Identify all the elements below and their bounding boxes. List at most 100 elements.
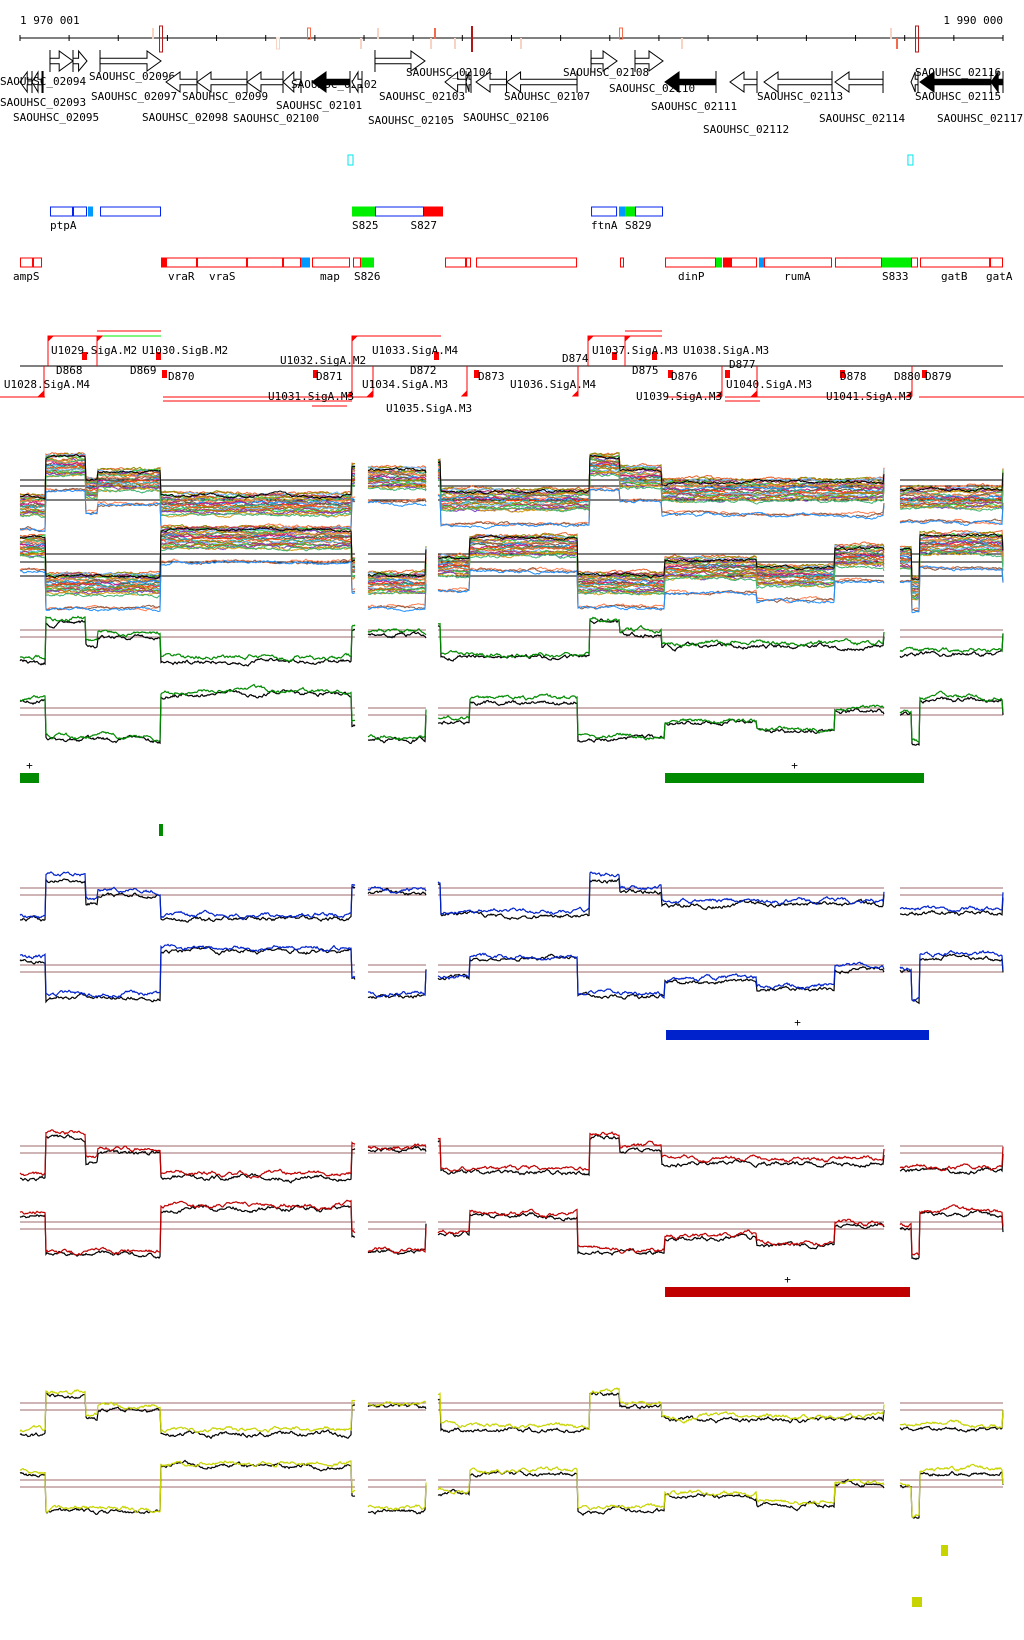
expression-profile-line	[367, 479, 427, 487]
expression-profile-line	[367, 546, 427, 576]
expression-trace-reference	[19, 1459, 356, 1516]
transcript-segment	[722, 257, 731, 268]
gene-arrow	[99, 50, 162, 72]
segment-bar	[20, 773, 39, 783]
gene-arrow	[72, 49, 88, 73]
expression-trace	[19, 943, 356, 999]
promoter-flag	[351, 335, 359, 366]
expression-trace-reference	[899, 1470, 1004, 1519]
gene-label: SAOUHSC_02115	[915, 90, 1001, 103]
promoter-flag	[37, 366, 45, 397]
transcript-label: ftnA	[591, 219, 618, 232]
transcript-segment	[834, 257, 882, 268]
expression-profile-line	[367, 583, 427, 613]
promoter-flag	[96, 335, 104, 366]
expression-profile-line	[19, 454, 356, 501]
promoter-flag	[750, 366, 758, 397]
expression-profile-line	[437, 551, 885, 594]
transcript-label: gatB	[941, 270, 968, 283]
expression-trace	[367, 627, 427, 636]
expression-profile-line	[437, 543, 885, 587]
expression-profile-line	[20, 464, 356, 510]
expression-trace	[899, 1463, 1004, 1519]
expression-profile-line	[367, 483, 427, 491]
gene-label: SAOUHSC_02114	[819, 112, 905, 125]
ruler-marker	[360, 38, 363, 49]
ruler-marker	[152, 28, 155, 39]
ruler-marker	[159, 25, 164, 53]
expression-profile-line	[437, 487, 885, 530]
gene-label: SAOUHSC_02102	[291, 78, 377, 91]
expression-trace	[899, 1146, 1004, 1172]
ruler-marker	[890, 28, 893, 39]
transcript-label: vraS	[209, 270, 236, 283]
expression-profile-line	[899, 550, 1004, 601]
expression-trace	[437, 952, 885, 1000]
promoter-label: U1036.SigA.M4	[510, 378, 596, 391]
transcript-label: ptpA	[50, 219, 77, 232]
transcript-segment	[620, 257, 624, 268]
gene-arrow	[590, 50, 618, 72]
expression-profile-line	[367, 481, 427, 488]
expression-trace	[899, 1409, 1004, 1429]
expression-trace	[19, 1460, 356, 1514]
expression-profile-line	[437, 454, 885, 495]
promoter-label: D877	[729, 358, 756, 371]
promoter-marker	[156, 352, 161, 360]
expression-profile-line	[899, 505, 1004, 527]
promoter-label: D869	[130, 364, 157, 377]
promoter-label: D876	[671, 370, 698, 383]
expression-trace	[437, 1387, 885, 1431]
transcript-label: dinP	[678, 270, 705, 283]
expression-profile-line	[367, 564, 427, 593]
expression-trace	[438, 693, 885, 741]
expression-profile-line	[19, 542, 356, 594]
expression-profile-line	[899, 488, 1004, 510]
expression-trace	[19, 683, 356, 743]
gene-arrow	[475, 71, 508, 93]
transcript-segment	[374, 206, 424, 217]
expression-profile-line	[367, 475, 427, 480]
promoter-marker	[82, 352, 87, 360]
ruler-marker	[453, 38, 456, 49]
transcript-label: map	[320, 270, 340, 283]
expression-trace-reference	[437, 618, 885, 662]
expression-profile-line	[19, 469, 356, 514]
gene-arrow	[763, 71, 833, 93]
ruler-marker	[520, 38, 523, 49]
promoter-marker	[840, 370, 845, 378]
expression-trace	[19, 1199, 356, 1256]
expression-trace	[367, 709, 427, 741]
gene-arrow	[31, 70, 43, 94]
transcript-segment	[166, 257, 197, 268]
gene-arrow	[505, 71, 578, 93]
transcript-label: S829	[625, 219, 652, 232]
promoter-label: D878	[840, 370, 867, 383]
expression-profile-line	[368, 567, 427, 595]
transcript-segment	[246, 257, 284, 268]
transcript-segment	[353, 257, 362, 268]
ruler-marker	[471, 26, 474, 52]
expression-profile-line	[367, 583, 427, 610]
gene-arrow	[374, 50, 426, 72]
transcript-segment	[361, 257, 374, 268]
gene-label: SAOUHSC_02106	[463, 111, 549, 124]
gene-label: SAOUHSC_02116	[915, 66, 1001, 79]
gene-arrow	[664, 71, 717, 93]
expression-profile-line	[19, 466, 356, 512]
promoter-marker	[652, 352, 657, 360]
expression-profile-line	[19, 531, 356, 585]
transcript-segment	[476, 257, 578, 268]
promoter-label: U1029.SigA.M2	[51, 344, 137, 357]
transcript-segment	[764, 257, 832, 268]
expression-profile-line	[899, 472, 1004, 493]
strand-plus-label: +	[791, 759, 798, 772]
ruler-marker	[276, 37, 281, 50]
expression-profile-line	[437, 569, 885, 611]
expression-trace	[368, 970, 427, 998]
transcript-label: rumA	[784, 270, 811, 283]
expression-trace	[19, 1129, 356, 1180]
expression-trace-reference	[367, 1402, 427, 1409]
transcript-segment	[591, 206, 618, 217]
